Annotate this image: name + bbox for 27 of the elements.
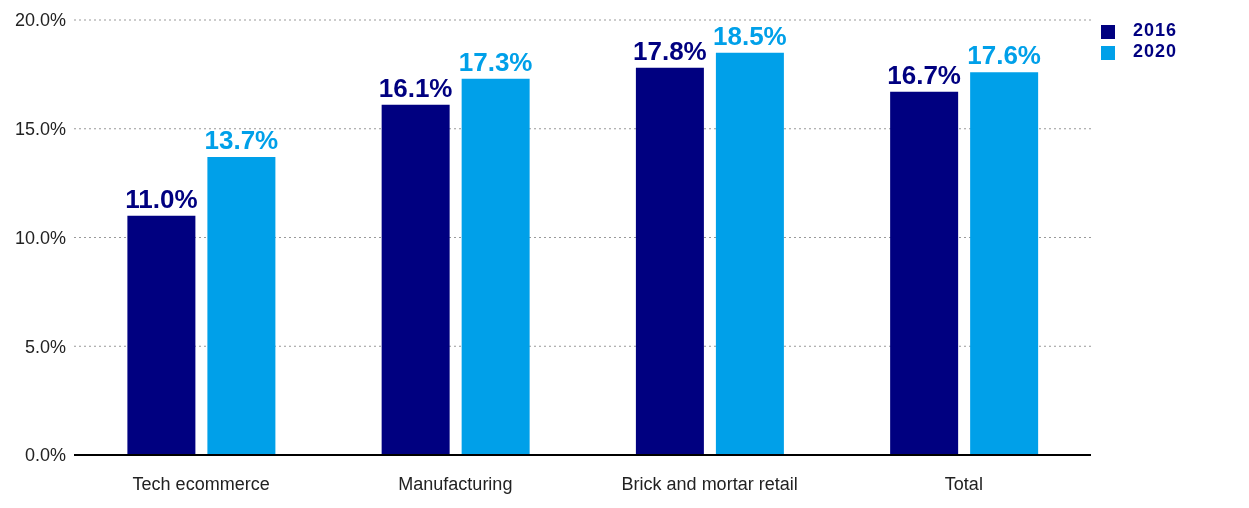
bar <box>635 67 704 455</box>
legend-label: 2020 <box>1133 41 1178 61</box>
data-label: 11.0% <box>125 183 198 214</box>
data-label: 17.6% <box>967 40 1042 71</box>
bar <box>715 52 784 455</box>
y-tick-label: 20.0% <box>14 10 66 31</box>
bar <box>127 215 196 455</box>
bar <box>381 104 450 455</box>
bar <box>461 78 530 455</box>
data-label: 17.3% <box>458 46 533 77</box>
x-tick-label: Total <box>944 473 983 494</box>
bar <box>890 91 959 455</box>
x-tick-label: Manufacturing <box>398 473 513 494</box>
y-tick-label: 5.0% <box>24 336 66 357</box>
data-label: 18.5% <box>713 20 787 51</box>
y-tick-label: 10.0% <box>14 227 66 248</box>
data-label: 13.7% <box>204 125 279 156</box>
y-tick-label: 0.0% <box>24 445 66 466</box>
bar <box>970 72 1039 455</box>
data-label: 16.7% <box>887 59 962 90</box>
data-label: 17.8% <box>633 35 707 66</box>
y-tick-label: 15.0% <box>14 119 66 140</box>
bar <box>207 157 276 455</box>
x-tick-label: Tech ecommerce <box>132 473 270 494</box>
data-label: 16.1% <box>378 72 453 103</box>
legend-label: 2016 <box>1133 20 1178 40</box>
x-tick-label: Brick and mortar retail <box>621 473 798 494</box>
